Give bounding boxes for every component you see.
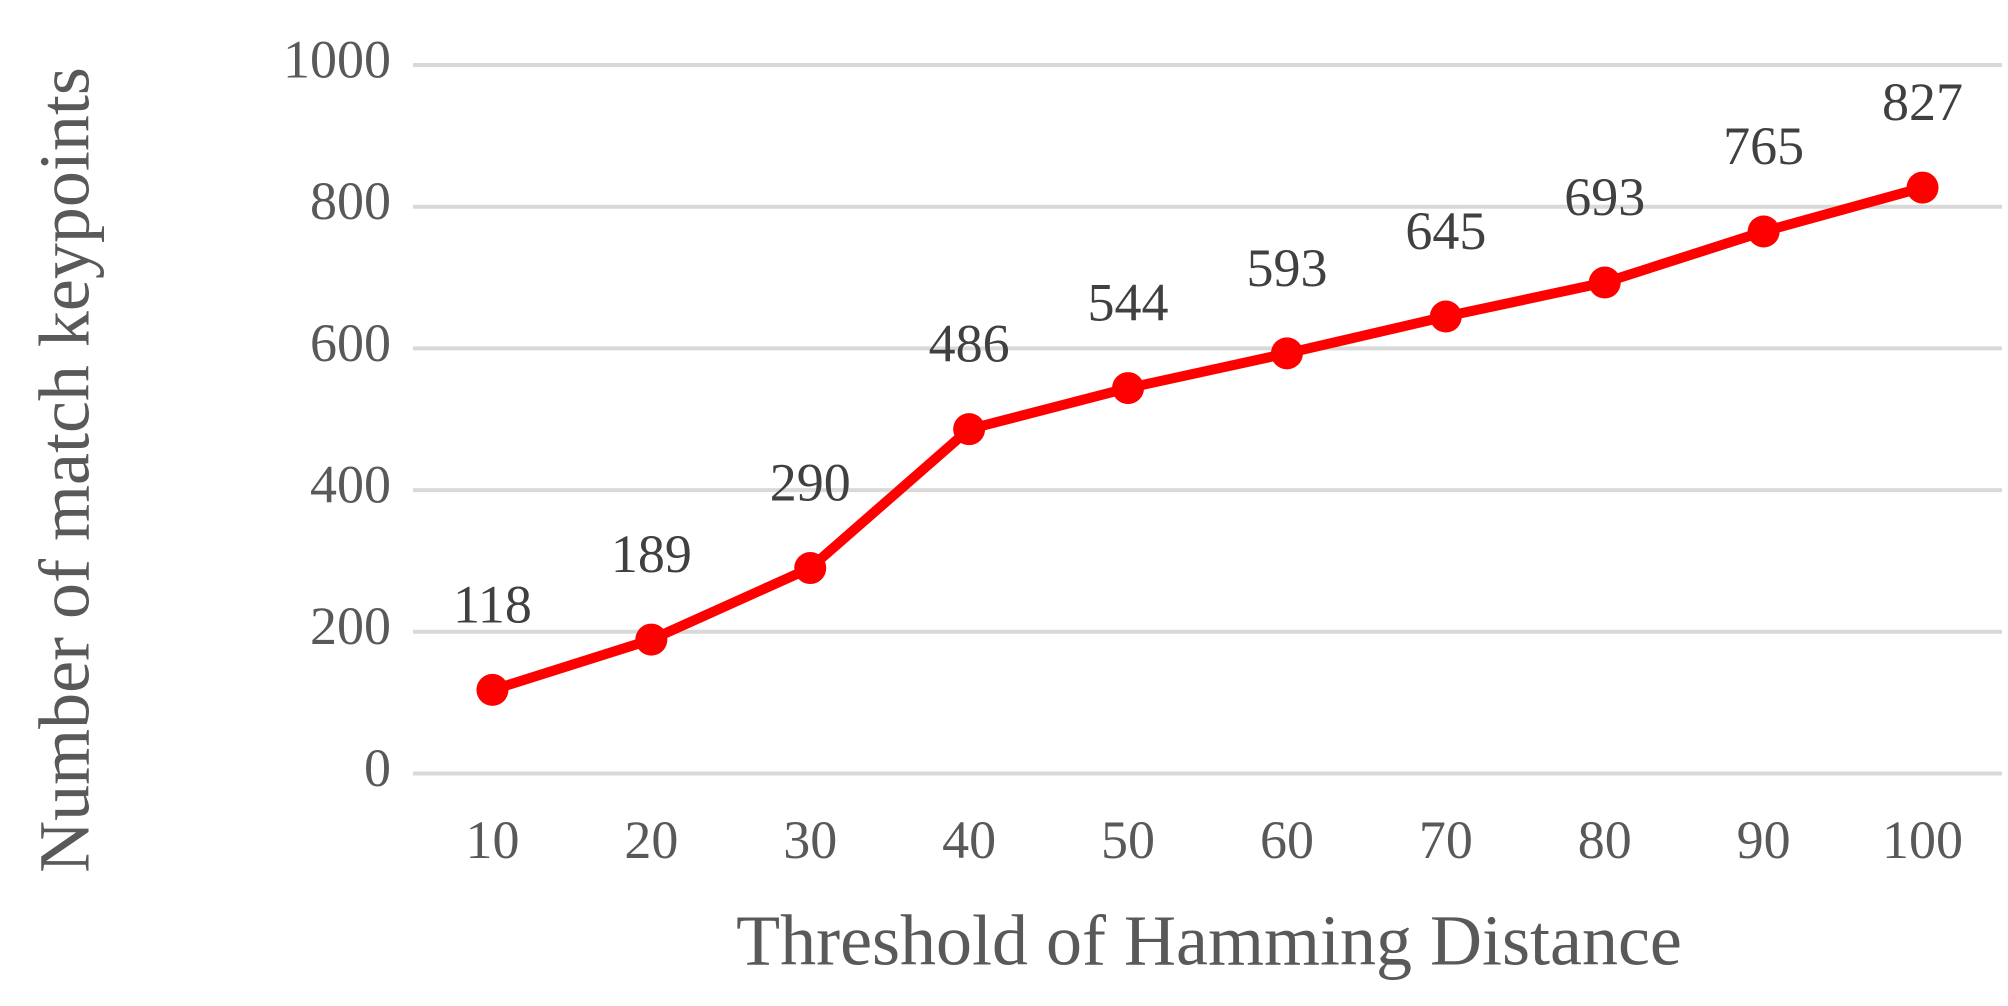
- data-label: 189: [611, 524, 692, 584]
- x-tick-label: 70: [1419, 810, 1473, 870]
- y-tick-label: 600: [310, 313, 391, 373]
- x-tick-label: 80: [1578, 810, 1632, 870]
- marker: [1906, 171, 1939, 204]
- x-tick-label: 50: [1101, 810, 1155, 870]
- data-label: 693: [1564, 167, 1645, 227]
- data-label: 765: [1723, 116, 1804, 176]
- line: [490, 182, 1924, 695]
- marker: [1112, 372, 1145, 405]
- y-tick-label: 0: [364, 738, 391, 798]
- marker: [476, 673, 509, 706]
- data-label: 486: [929, 314, 1010, 374]
- data-label: 118: [453, 574, 532, 634]
- y-axis-title: Number of match keypoints: [25, 67, 105, 873]
- x-tick-label: 60: [1260, 810, 1314, 870]
- data-label: 290: [770, 452, 851, 512]
- x-tick-label: 20: [624, 810, 678, 870]
- marker: [1270, 337, 1303, 370]
- marker: [953, 413, 986, 446]
- marker: [1588, 266, 1621, 299]
- marker: [1429, 300, 1462, 333]
- x-tick-label: 90: [1737, 810, 1791, 870]
- data-label: 645: [1405, 201, 1486, 261]
- marker: [1747, 215, 1780, 248]
- x-tick-label: 30: [783, 810, 837, 870]
- y-tick-label: 1000: [283, 29, 391, 89]
- x-axis-title: Threshold of Hamming Distance: [736, 901, 1682, 981]
- x-tick-label: 10: [465, 810, 519, 870]
- x-tick-label: 100: [1882, 810, 1963, 870]
- data-label: 827: [1882, 72, 1963, 132]
- x-tick-label: 40: [942, 810, 996, 870]
- data-label: 544: [1088, 272, 1169, 332]
- marker: [794, 552, 827, 585]
- y-tick-label: 800: [310, 171, 391, 231]
- marker: [635, 623, 668, 656]
- y-tick-label: 400: [310, 454, 391, 514]
- y-tick-label: 200: [310, 596, 391, 656]
- data-label: 593: [1246, 238, 1327, 298]
